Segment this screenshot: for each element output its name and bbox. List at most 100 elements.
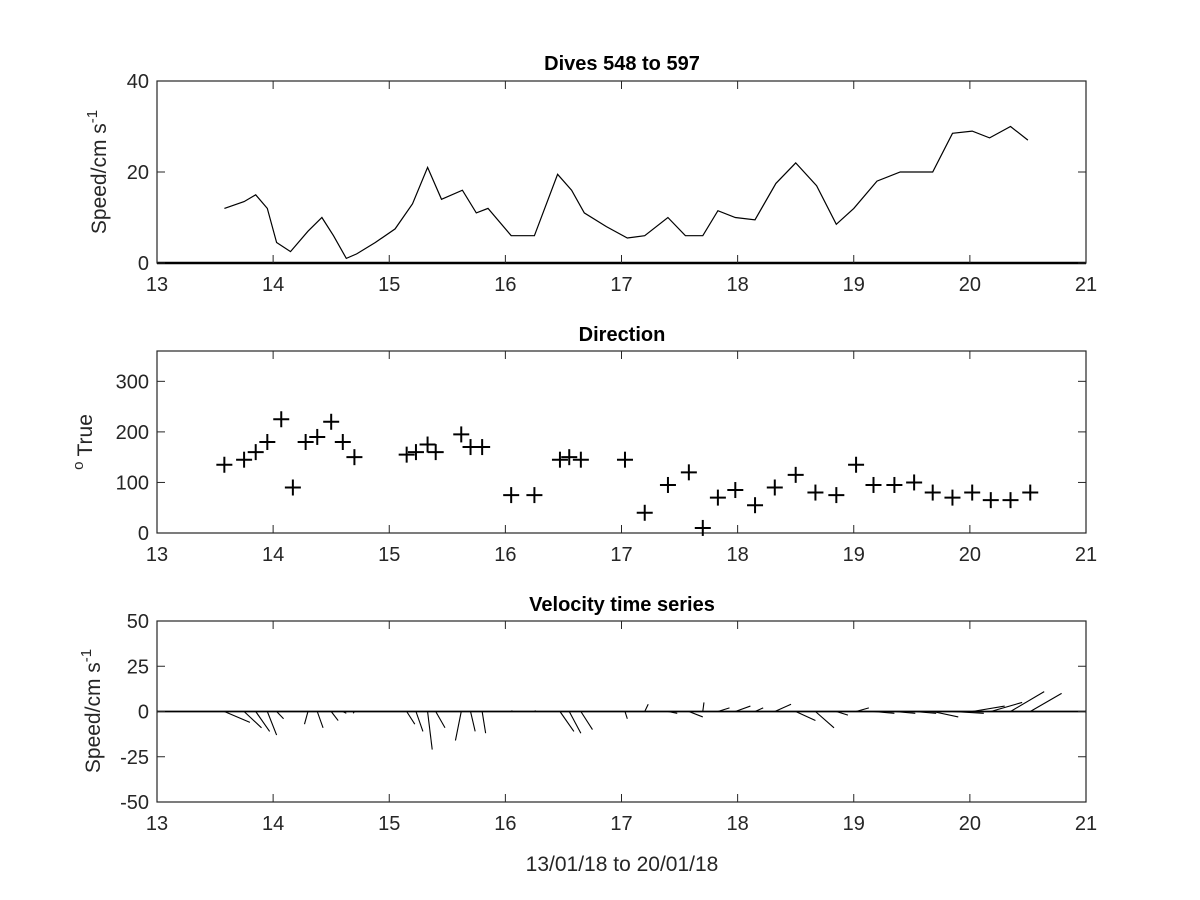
direction-point: [694, 519, 711, 536]
speed-chart-title: Dives 548 to 597: [544, 53, 700, 75]
velocity-series: [157, 691, 1086, 750]
velocity-stick: [559, 711, 575, 732]
velocity-stick: [303, 711, 309, 725]
velocity-stick: [1010, 691, 1045, 712]
direction-point: [886, 476, 903, 493]
velocity-stick: [972, 705, 1005, 713]
direction-point: [924, 484, 941, 501]
y-tick-label: 200: [116, 422, 149, 444]
x-tick-label: 18: [727, 274, 749, 296]
x-tick-label: 15: [378, 544, 400, 566]
y-tick-label: 0: [138, 253, 149, 275]
direction-point: [709, 489, 726, 506]
velocity-stick: [795, 711, 816, 722]
direction-point: [323, 413, 340, 430]
velocity-stick: [873, 710, 895, 714]
velocity-stick: [717, 707, 730, 713]
velocity-stick: [580, 711, 593, 730]
direction-point: [503, 487, 520, 504]
direction-plot-area: [156, 350, 1087, 534]
direction-point: [828, 487, 845, 504]
x-tick-label: 19: [843, 813, 865, 835]
velocity-stick: [836, 710, 849, 716]
velocity-stick: [774, 703, 792, 713]
speed-panel: Dives 548 to 597 13 14 15 16 17 18 19 20 21 0 20 4…: [84, 53, 1097, 296]
direction-point: [944, 489, 961, 506]
direction-point: [407, 444, 424, 461]
direction-chart-title: Direction: [579, 324, 666, 346]
x-tick-label: 20: [959, 813, 981, 835]
direction-point: [747, 497, 764, 514]
direction-point: [273, 411, 290, 428]
direction-point: [766, 479, 783, 496]
x-tick-label: 21: [1075, 544, 1097, 566]
velocity-stick: [932, 710, 959, 718]
direction-point: [427, 444, 444, 461]
direction-point: [334, 434, 351, 450]
direction-point: [865, 476, 882, 493]
y-tick-label: 40: [127, 71, 149, 93]
x-tick-label: 13: [146, 544, 168, 566]
direction-point: [526, 487, 543, 504]
direction-point: [680, 464, 697, 481]
velocity-stick: [534, 710, 536, 712]
velocity-x-ticks: 13 14 15 16 17 18 19 20 21: [146, 621, 1097, 835]
velocity-stick: [255, 711, 271, 732]
direction-point: [236, 451, 253, 468]
x-tick-label: 19: [843, 544, 865, 566]
x-tick-label: 13: [146, 274, 168, 296]
direction-point: [807, 484, 824, 501]
direction-point: [453, 426, 470, 443]
x-tick-label: 16: [494, 274, 516, 296]
y-tick-label: 20: [127, 162, 149, 184]
velocity-stick: [952, 710, 984, 714]
velocity-stick: [266, 711, 278, 736]
velocity-panel: Velocity time series 13 14 15 16 17 18 19 20 21 …: [78, 594, 1097, 876]
direction-point: [616, 451, 633, 468]
direction-point: [848, 456, 865, 473]
speed-y-ticks: 0 20 40: [127, 71, 1086, 275]
direction-point: [551, 451, 568, 468]
velocity-stick: [330, 711, 339, 721]
direction-point: [419, 436, 436, 453]
velocity-stick: [435, 711, 446, 729]
velocity-stick: [427, 711, 433, 750]
velocity-stick: [224, 710, 251, 723]
y-tick-label: 100: [116, 472, 149, 494]
x-tick-label: 15: [378, 813, 400, 835]
direction-y-axis-label: oTrue: [70, 414, 97, 470]
y-tick-label: 25: [127, 656, 149, 678]
velocity-stick: [406, 711, 416, 725]
velocity-stick: [702, 702, 705, 712]
y-tick-label: 0: [138, 702, 149, 724]
direction-series: [216, 411, 1039, 536]
direction-point: [659, 476, 676, 493]
direction-point: [259, 434, 276, 450]
speed-plot-area: [156, 80, 1087, 264]
velocity-y-axis-label: Speed/cm s-1: [78, 649, 105, 773]
velocity-stick: [855, 707, 869, 713]
direction-point: [297, 434, 314, 450]
velocity-stick: [454, 711, 462, 741]
velocity-stick: [481, 711, 487, 734]
velocity-stick: [352, 711, 355, 714]
direction-point: [727, 482, 744, 499]
velocity-stick: [735, 705, 751, 713]
velocity-y-ticks: -50 -25 0 25 50: [120, 611, 1086, 814]
direction-point: [1002, 492, 1019, 509]
direction-point: [216, 456, 233, 473]
velocity-stick: [624, 711, 628, 719]
velocity-stick: [754, 707, 764, 713]
direction-point: [636, 504, 653, 521]
x-tick-label: 14: [262, 274, 284, 296]
direction-point: [906, 474, 923, 491]
direction-point: [964, 484, 981, 501]
x-tick-label: 17: [610, 813, 632, 835]
x-tick-label: 20: [959, 544, 981, 566]
y-tick-label: 50: [127, 611, 149, 633]
x-tick-label: 16: [494, 813, 516, 835]
direction-point: [284, 479, 301, 496]
velocity-stick: [688, 710, 703, 718]
x-tick-label: 17: [610, 544, 632, 566]
velocity-stick: [276, 711, 284, 720]
